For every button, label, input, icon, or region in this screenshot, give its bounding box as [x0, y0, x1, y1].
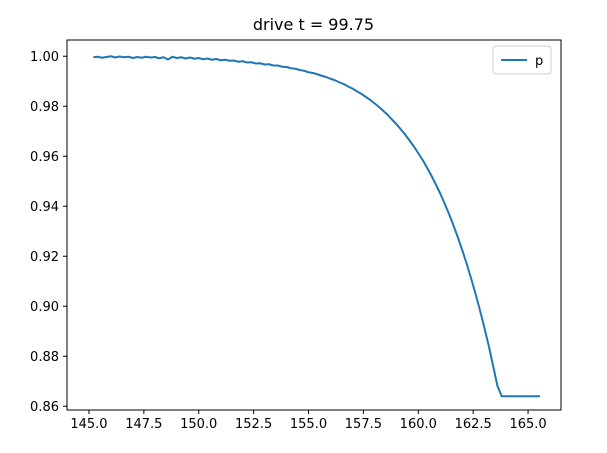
x-tick-label: 155.0: [290, 417, 327, 432]
y-tick-label: 0.96: [30, 150, 59, 165]
y-tick-label: 0.94: [30, 200, 59, 215]
y-axis: 0.86 0.88 0.90 0.92 0.94 0.96 0.98 1.00: [30, 50, 67, 415]
x-tick-label: 160.0: [400, 417, 437, 432]
x-axis: 145.0 147.5 150.0 152.5 155.0 157.5 160.0 162.5…: [70, 410, 547, 432]
y-tick-label: 0.92: [30, 250, 59, 265]
plot-area: [66, 39, 562, 411]
legend-label: p: [535, 54, 543, 69]
chart-title: drive t = 99.75: [253, 15, 374, 34]
x-tick-label: 147.5: [125, 417, 162, 432]
legend: p: [492, 45, 552, 75]
axes-frame: [66, 39, 562, 411]
x-tick-label: 152.5: [235, 417, 272, 432]
x-tick-label: 145.0: [70, 417, 107, 432]
x-tick-label: 162.5: [455, 417, 492, 432]
y-tick-label: 0.98: [30, 100, 59, 115]
x-tick-label: 165.0: [509, 417, 546, 432]
y-tick-label: 0.88: [30, 350, 59, 365]
x-tick-label: 157.5: [345, 417, 382, 432]
series-line-p: [93, 55, 541, 398]
x-tick-label: 150.0: [180, 417, 217, 432]
y-tick-label: 0.86: [30, 400, 59, 415]
y-tick-label: 0.90: [30, 300, 59, 315]
y-tick-label: 1.00: [30, 50, 59, 65]
